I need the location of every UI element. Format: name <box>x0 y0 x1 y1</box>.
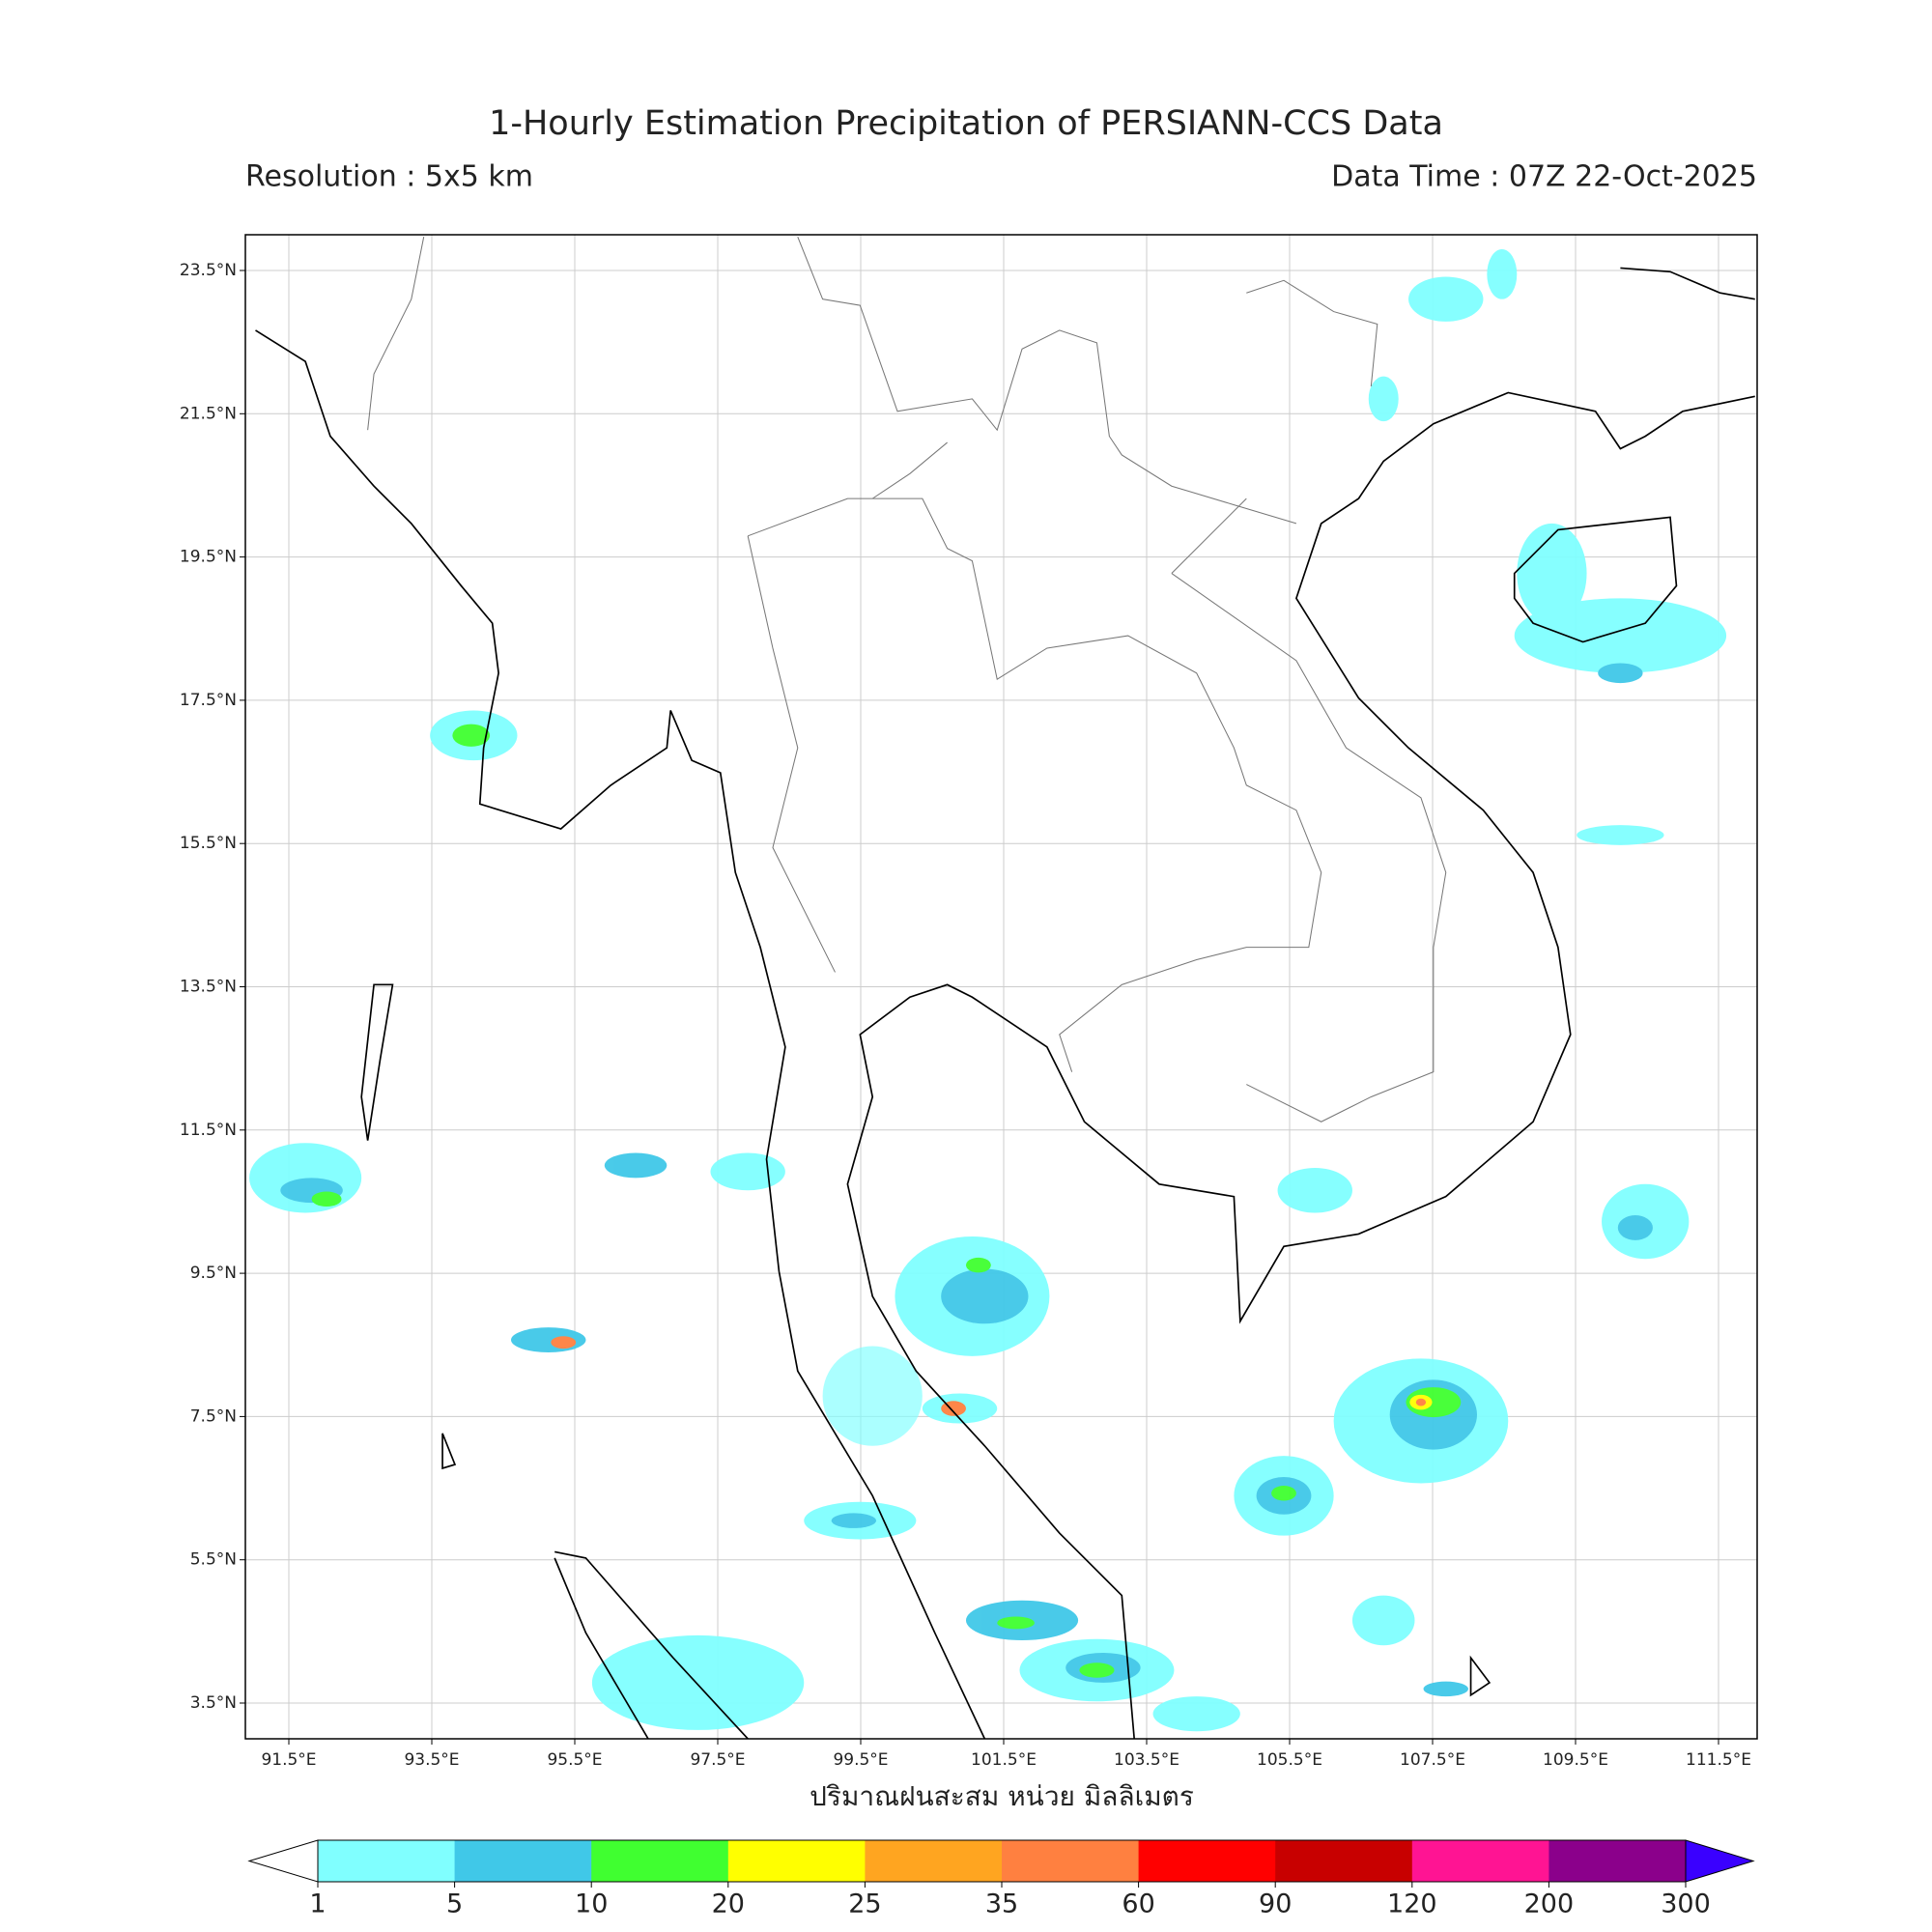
lon-tick-label: 107.5°E <box>1400 1750 1465 1770</box>
colorbar-label: 20 <box>712 1889 745 1919</box>
lon-tick-label: 109.5°E <box>1543 1750 1608 1770</box>
rain-areas <box>249 249 1727 1732</box>
colorbar-over <box>1685 1839 1755 1883</box>
lat-tick-label: 9.5°N <box>190 1264 237 1283</box>
x-axis-label: ปริมาณฝนสะสม หน่วย มิลลิเมตร <box>810 1780 1194 1812</box>
colorbar-label: 25 <box>848 1889 881 1919</box>
lat-tick-label: 15.5°N <box>180 834 237 853</box>
colorbar-label: 300 <box>1661 1889 1711 1919</box>
lat-tick-label: 5.5°N <box>190 1550 237 1570</box>
lat-tick-label: 3.5°N <box>190 1693 237 1713</box>
colorbar-label: 90 <box>1259 1889 1292 1919</box>
colorbar-label: 1 <box>309 1889 326 1919</box>
lon-tick-label: 101.5°E <box>971 1750 1037 1770</box>
colorbar-segment <box>1548 1840 1687 1882</box>
colorbar-label: 35 <box>985 1889 1018 1919</box>
lon-tick-label: 111.5°E <box>1686 1750 1751 1770</box>
colorbar-segment <box>591 1840 729 1882</box>
grid <box>245 235 1757 1739</box>
borders <box>367 236 1447 1122</box>
colorbar-segment <box>727 1840 866 1882</box>
colorbar-segment <box>865 1840 1003 1882</box>
lon-tick-label: 97.5°E <box>690 1750 745 1770</box>
lon-tick-label: 91.5°E <box>261 1750 316 1770</box>
lat-tick-label: 11.5°N <box>180 1121 237 1140</box>
colorbar-label: 10 <box>575 1889 608 1919</box>
title: 1-Hourly Estimation Precipitation of PER… <box>489 104 1443 143</box>
colorbar-segment <box>318 1840 456 1882</box>
data-time: Data Time : 07Z 22-Oct-2025 <box>1331 160 1757 194</box>
lon-tick-label: 103.5°E <box>1114 1750 1179 1770</box>
lon-tick-label: 105.5°E <box>1257 1750 1322 1770</box>
lat-tick-label: 7.5°N <box>190 1406 237 1426</box>
colorbar-label: 200 <box>1524 1889 1575 1919</box>
lat-tick-label: 19.5°N <box>180 548 237 567</box>
colorbar-segment <box>1138 1840 1276 1882</box>
colorbar: 1 5 10 20 25 35 60 90 120 200 300 <box>247 1839 1755 1919</box>
colorbar-label: 120 <box>1387 1889 1437 1919</box>
lon-tick-label: 95.5°E <box>547 1750 602 1770</box>
lat-tick-label: 13.5°N <box>180 978 237 997</box>
colorbar-segment <box>454 1840 592 1882</box>
colorbar-segment <box>1002 1840 1140 1882</box>
resolution: Resolution : 5x5 km <box>245 160 533 194</box>
lat-tick-label: 21.5°N <box>180 404 237 423</box>
colorbar-segment <box>1275 1840 1413 1882</box>
map-layer <box>249 236 1755 1740</box>
lon-tick-label: 93.5°E <box>404 1750 459 1770</box>
colorbar-segment <box>1411 1840 1549 1882</box>
colorbar-label: 5 <box>446 1889 463 1919</box>
colorbar-label: 60 <box>1122 1889 1154 1919</box>
lat-tick-label: 23.5°N <box>180 261 237 280</box>
coastlines <box>255 267 1755 1740</box>
lat-tick-label: 17.5°N <box>180 691 237 710</box>
lon-tick-label: 99.5°E <box>833 1750 888 1770</box>
colorbar-under <box>247 1839 319 1883</box>
